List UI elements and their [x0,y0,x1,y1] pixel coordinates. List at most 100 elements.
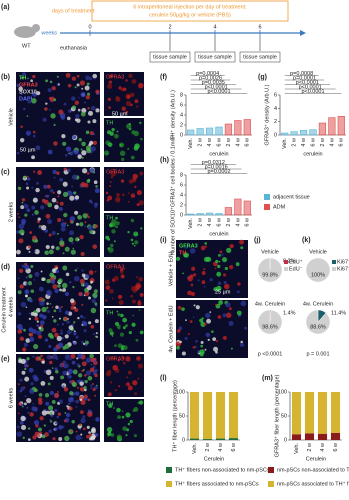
cell [68,406,73,411]
cell [44,338,49,342]
cell [86,179,91,183]
inset-label: GFRA3 [106,264,124,270]
panel-label: (i) [160,237,167,244]
bar [309,129,317,136]
cell [16,249,21,255]
treatment-label: Cerulein treatment [1,287,7,333]
legend-label: TH⁺ fibers associated to nm-pSCs [175,480,259,487]
legend-swatch [284,260,288,264]
cell [200,245,206,251]
cell [18,229,25,235]
cell [24,367,27,371]
cell [87,106,90,110]
cell [90,201,94,204]
cell [24,395,27,398]
x-tick-label: 2 w [307,443,313,452]
cell [68,380,72,384]
cell [120,355,124,359]
cell [123,267,126,270]
cell [85,130,90,135]
cell [21,201,24,204]
cell [37,397,43,402]
x-tick-label: Veh. [188,218,194,229]
cell [19,389,23,393]
cell [58,109,64,115]
cell [79,234,84,240]
bar [215,126,223,136]
cell [139,171,144,176]
cell [45,79,49,83]
cell [63,102,67,106]
cell [94,302,98,306]
mouse-head [32,24,40,32]
cell [92,333,95,335]
pie-title: Vehicle [309,249,327,255]
cell [81,269,84,272]
cell [68,152,70,155]
cell [17,290,22,295]
cell [215,303,218,306]
cell [40,354,43,358]
cell [215,259,219,264]
cell [34,431,40,437]
cell [130,193,136,198]
y-axis-label: GFRA3⁺ density (Arb.U.) [263,84,270,145]
x-tick-label: 2 w [226,138,232,147]
cell [79,386,85,392]
cell [121,157,125,162]
cell [107,392,112,397]
cell [80,399,86,406]
cell [84,379,88,384]
bar-segment [202,392,213,440]
cell [51,245,55,249]
cell [118,385,121,388]
cell [20,358,26,365]
cell [89,77,93,81]
p-value: p=0.0026 [199,75,222,81]
cell [229,265,234,270]
cell [32,235,37,241]
cell [36,220,40,224]
cell [109,185,112,187]
cell [94,224,98,228]
cell [78,96,80,99]
row-label: Vehicle [8,108,14,126]
cell [87,296,92,300]
cell [82,321,88,327]
cell [209,311,212,314]
bar-segment [215,392,226,439]
cell [34,248,40,255]
cell [41,277,45,282]
cell [55,305,59,309]
cell [89,367,95,373]
cell [40,205,45,210]
cell [82,342,86,346]
cell [50,279,56,284]
cell [55,269,60,274]
cell [62,370,68,376]
cell [191,266,196,271]
cell [69,375,72,378]
mouse-label: WT [22,43,31,49]
cell [122,426,128,431]
cell [137,301,142,306]
cell [78,138,82,142]
pie-slice [257,309,283,335]
cell [42,360,45,363]
cell [19,420,24,425]
value-label: 98.6% [262,324,278,330]
inset-label: TH [106,215,113,221]
cell [49,390,54,396]
week-tick-label: 2 [168,24,171,30]
cell [121,106,126,111]
value-label: 100% [311,272,325,278]
cell [18,216,20,218]
cell [61,219,64,221]
bar [243,200,251,216]
cell [203,268,206,271]
cell [81,87,84,90]
cell [110,175,114,179]
cell [60,375,65,380]
cell [135,338,139,342]
cell [136,203,140,207]
